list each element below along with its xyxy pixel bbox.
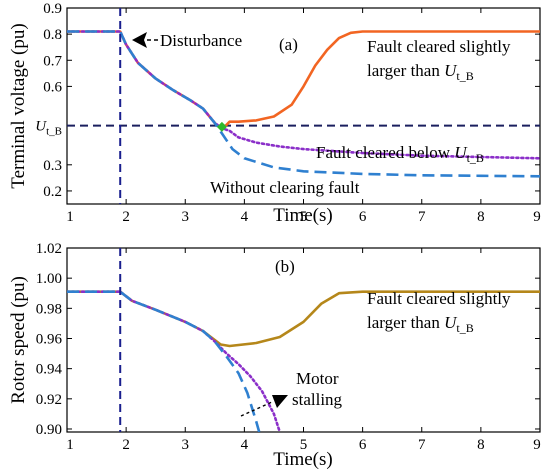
x-tick-label: 1	[66, 437, 74, 453]
y-tick-label: 0.92	[36, 392, 62, 408]
panel-a-x-tick-labels: 1 2 3 4 5 6 7 8 9	[66, 209, 541, 225]
y-tick-label: 0.7	[43, 53, 62, 69]
y-tick-label: 0.8	[43, 27, 62, 43]
y-tick-label: 0.2	[43, 184, 62, 200]
panel-b-xlabel: Time(s)	[273, 449, 332, 470]
stalling-arrowhead	[272, 395, 288, 408]
annotation-motor: Motor	[296, 369, 339, 388]
annotation-b-fault-slight-line1: Fault cleared slightly	[367, 289, 511, 308]
series-line-2	[67, 290, 261, 432]
annotation-disturbance: Disturbance	[160, 31, 242, 50]
annotation-fault-slight-line2: larger than Ut_B	[367, 61, 474, 83]
x-tick-label: 3	[182, 209, 190, 225]
x-tick-label: 8	[477, 209, 485, 225]
x-tick-label: 8	[477, 437, 485, 453]
annotation-fault-slight-line1: Fault cleared slightly	[367, 37, 511, 56]
x-tick-label: 6	[359, 209, 367, 225]
y-tick-label: 0.6	[43, 79, 62, 95]
y-tick-label: Ut_B	[35, 119, 62, 138]
x-tick-label: 1	[66, 209, 74, 225]
x-tick-label: 7	[418, 437, 426, 453]
panel-b-series	[67, 290, 540, 432]
panel-a: 1 2 3 4 5 6 7 8 9 0.9 0.8 0.7 0.6 Ut_B 0.3 0.2 (a) Tim…	[8, 1, 541, 226]
disturbance-arrowhead	[132, 32, 147, 48]
y-tick-label: 0.98	[36, 301, 62, 317]
x-tick-label: 5	[300, 437, 308, 453]
series-line-2	[67, 30, 540, 178]
annotation-fault-below: Fault cleared below Ut_B	[316, 143, 484, 165]
panel-b-y-tick-labels: 1.02 1.00 0.98 0.96 0.94 0.92 0.90	[36, 241, 63, 438]
x-tick-label: 4	[241, 209, 249, 225]
annotation-without-clearing: Without clearing fault	[210, 178, 360, 197]
x-tick-label: 2	[122, 209, 130, 225]
stalling-arrow	[240, 401, 273, 417]
clear-point	[216, 121, 227, 132]
y-tick-label: 1.00	[36, 271, 62, 287]
y-tick-label: 1.02	[36, 241, 62, 257]
panel-a-xlabel: Time(s)	[273, 205, 332, 226]
panel-b: 1 2 3 4 5 6 7 8 9 1.02 1.00 0.98 0.96 0.94 0.92 0.90 (…	[8, 241, 541, 470]
panel-a-y-tick-labels: 0.9 0.8 0.7 0.6 Ut_B 0.3 0.2	[35, 1, 62, 200]
panel-b-ticks	[66, 247, 541, 432]
panel-b-ylabel: Rotor speed (pu)	[8, 276, 29, 404]
x-tick-label: 4	[241, 437, 249, 453]
x-tick-label: 5	[300, 209, 308, 225]
y-tick-label: 0.96	[36, 331, 63, 347]
y-tick-label: 0.94	[36, 362, 63, 378]
panel-a-ylabel: Terminal voltage (pu)	[8, 23, 29, 188]
y-tick-label: 0.9	[43, 1, 62, 17]
x-tick-label: 9	[533, 209, 541, 225]
annotation-stalling: stalling	[292, 390, 343, 409]
clear-point-marker	[216, 121, 227, 132]
x-tick-label: 6	[359, 437, 367, 453]
x-tick-label: 2	[122, 437, 130, 453]
x-tick-label: 7	[418, 209, 426, 225]
x-tick-label: 9	[533, 437, 541, 453]
panel-b-x-tick-labels: 1 2 3 4 5 6 7 8 9	[66, 437, 541, 453]
y-tick-label: 0.3	[43, 158, 62, 174]
series-line-1	[67, 290, 282, 432]
annotation-b-fault-slight-line2: larger than Ut_B	[367, 313, 474, 335]
x-tick-label: 3	[182, 437, 190, 453]
panel-a-label: (a)	[279, 35, 298, 54]
y-tick-label: 0.90	[36, 422, 62, 438]
panel-b-label: (b)	[275, 257, 295, 276]
